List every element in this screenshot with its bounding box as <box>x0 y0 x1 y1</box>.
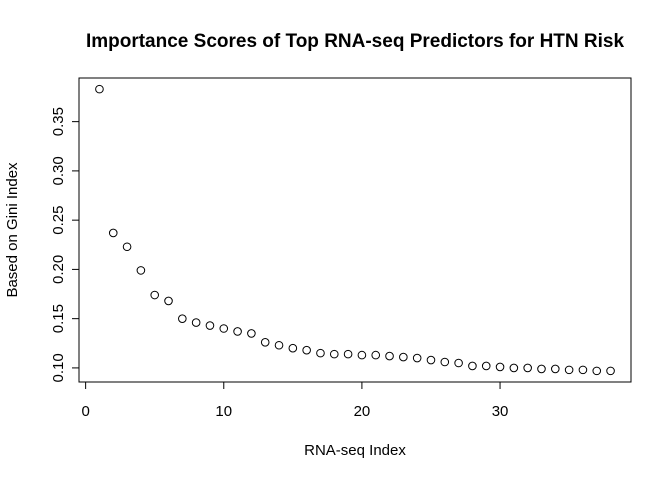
data-points <box>95 84 615 376</box>
data-point <box>454 358 463 368</box>
x-tick-label: 0 <box>81 403 89 420</box>
y-tick-label: 0.25 <box>50 206 67 235</box>
x-tick-label: 30 <box>492 403 509 420</box>
data-point <box>205 321 215 330</box>
data-point <box>122 242 132 252</box>
data-point <box>371 350 381 360</box>
data-point <box>329 349 339 359</box>
data-point <box>219 324 229 333</box>
data-point <box>178 314 187 323</box>
data-point <box>578 365 588 375</box>
data-point <box>316 348 325 358</box>
data-point <box>288 343 298 353</box>
data-point <box>509 363 519 373</box>
data-point <box>523 363 532 373</box>
data-point <box>606 366 615 376</box>
x-axis-label: RNA-seq Index <box>304 442 406 459</box>
plot-area <box>78 77 632 383</box>
data-point <box>95 84 104 94</box>
data-point <box>495 362 505 372</box>
x-tick-label: 20 <box>354 403 371 420</box>
x-tick-label: 10 <box>215 403 232 420</box>
y-tick-label: 0.35 <box>50 107 67 136</box>
data-point <box>412 353 422 363</box>
data-point <box>537 364 546 374</box>
data-point <box>592 366 602 376</box>
data-point <box>136 266 146 275</box>
chart-title: Importance Scores of Top RNA-seq Predict… <box>86 31 625 52</box>
data-point <box>274 340 284 350</box>
data-point <box>247 329 256 338</box>
data-point <box>260 338 270 347</box>
y-tick-label: 0.10 <box>50 353 67 382</box>
y-tick-label: 0.20 <box>50 255 67 284</box>
data-point <box>399 352 408 362</box>
data-point <box>481 361 491 371</box>
data-point <box>164 296 173 306</box>
data-point <box>426 355 436 365</box>
data-point <box>343 349 353 359</box>
data-point <box>385 351 394 361</box>
data-point <box>108 228 118 238</box>
data-point <box>302 345 311 355</box>
y-axis-label: Based on Gini Index <box>4 162 21 298</box>
data-point <box>440 357 450 367</box>
y-axis: 0.10 0.15 0.20 0.25 0.30 0.35 <box>50 107 80 383</box>
y-tick-label: 0.15 <box>50 304 67 333</box>
data-point <box>551 364 560 374</box>
data-point <box>233 327 242 336</box>
data-point <box>564 365 574 375</box>
data-point <box>468 361 477 371</box>
x-axis: 0 10 20 30 <box>81 381 509 420</box>
data-point <box>357 350 367 360</box>
data-point <box>191 318 201 327</box>
y-tick-label: 0.30 <box>50 156 67 185</box>
data-point <box>150 290 159 300</box>
